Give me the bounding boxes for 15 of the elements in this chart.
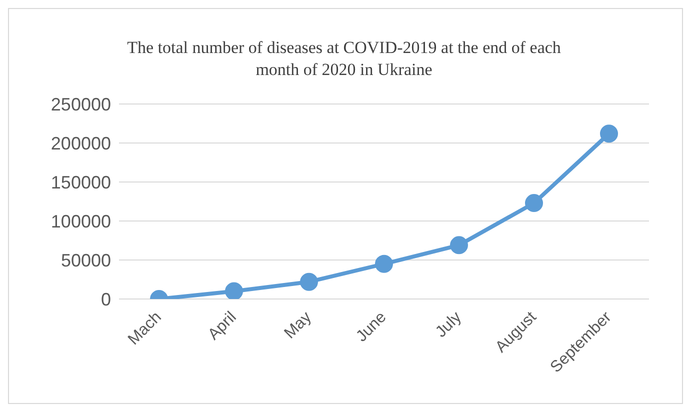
y-tick-label: 250000 <box>50 94 111 114</box>
y-tick-label: 100000 <box>50 211 111 232</box>
point <box>600 124 618 143</box>
y-tick-label: 50000 <box>60 250 111 270</box>
chart-title: The total number of diseases at COVID-2019 at the end of each month of 2020 in Ukraine <box>126 37 562 81</box>
point <box>225 282 243 299</box>
x-tick-label: May <box>281 308 315 342</box>
point <box>525 194 543 212</box>
y-tick-label: 0 <box>100 289 111 310</box>
x-tick-label: July <box>432 308 465 341</box>
y-tick-label: 150000 <box>50 172 111 192</box>
point <box>450 236 468 254</box>
point <box>300 272 318 291</box>
point <box>375 254 393 273</box>
y-tick-label: 200000 <box>50 133 111 154</box>
